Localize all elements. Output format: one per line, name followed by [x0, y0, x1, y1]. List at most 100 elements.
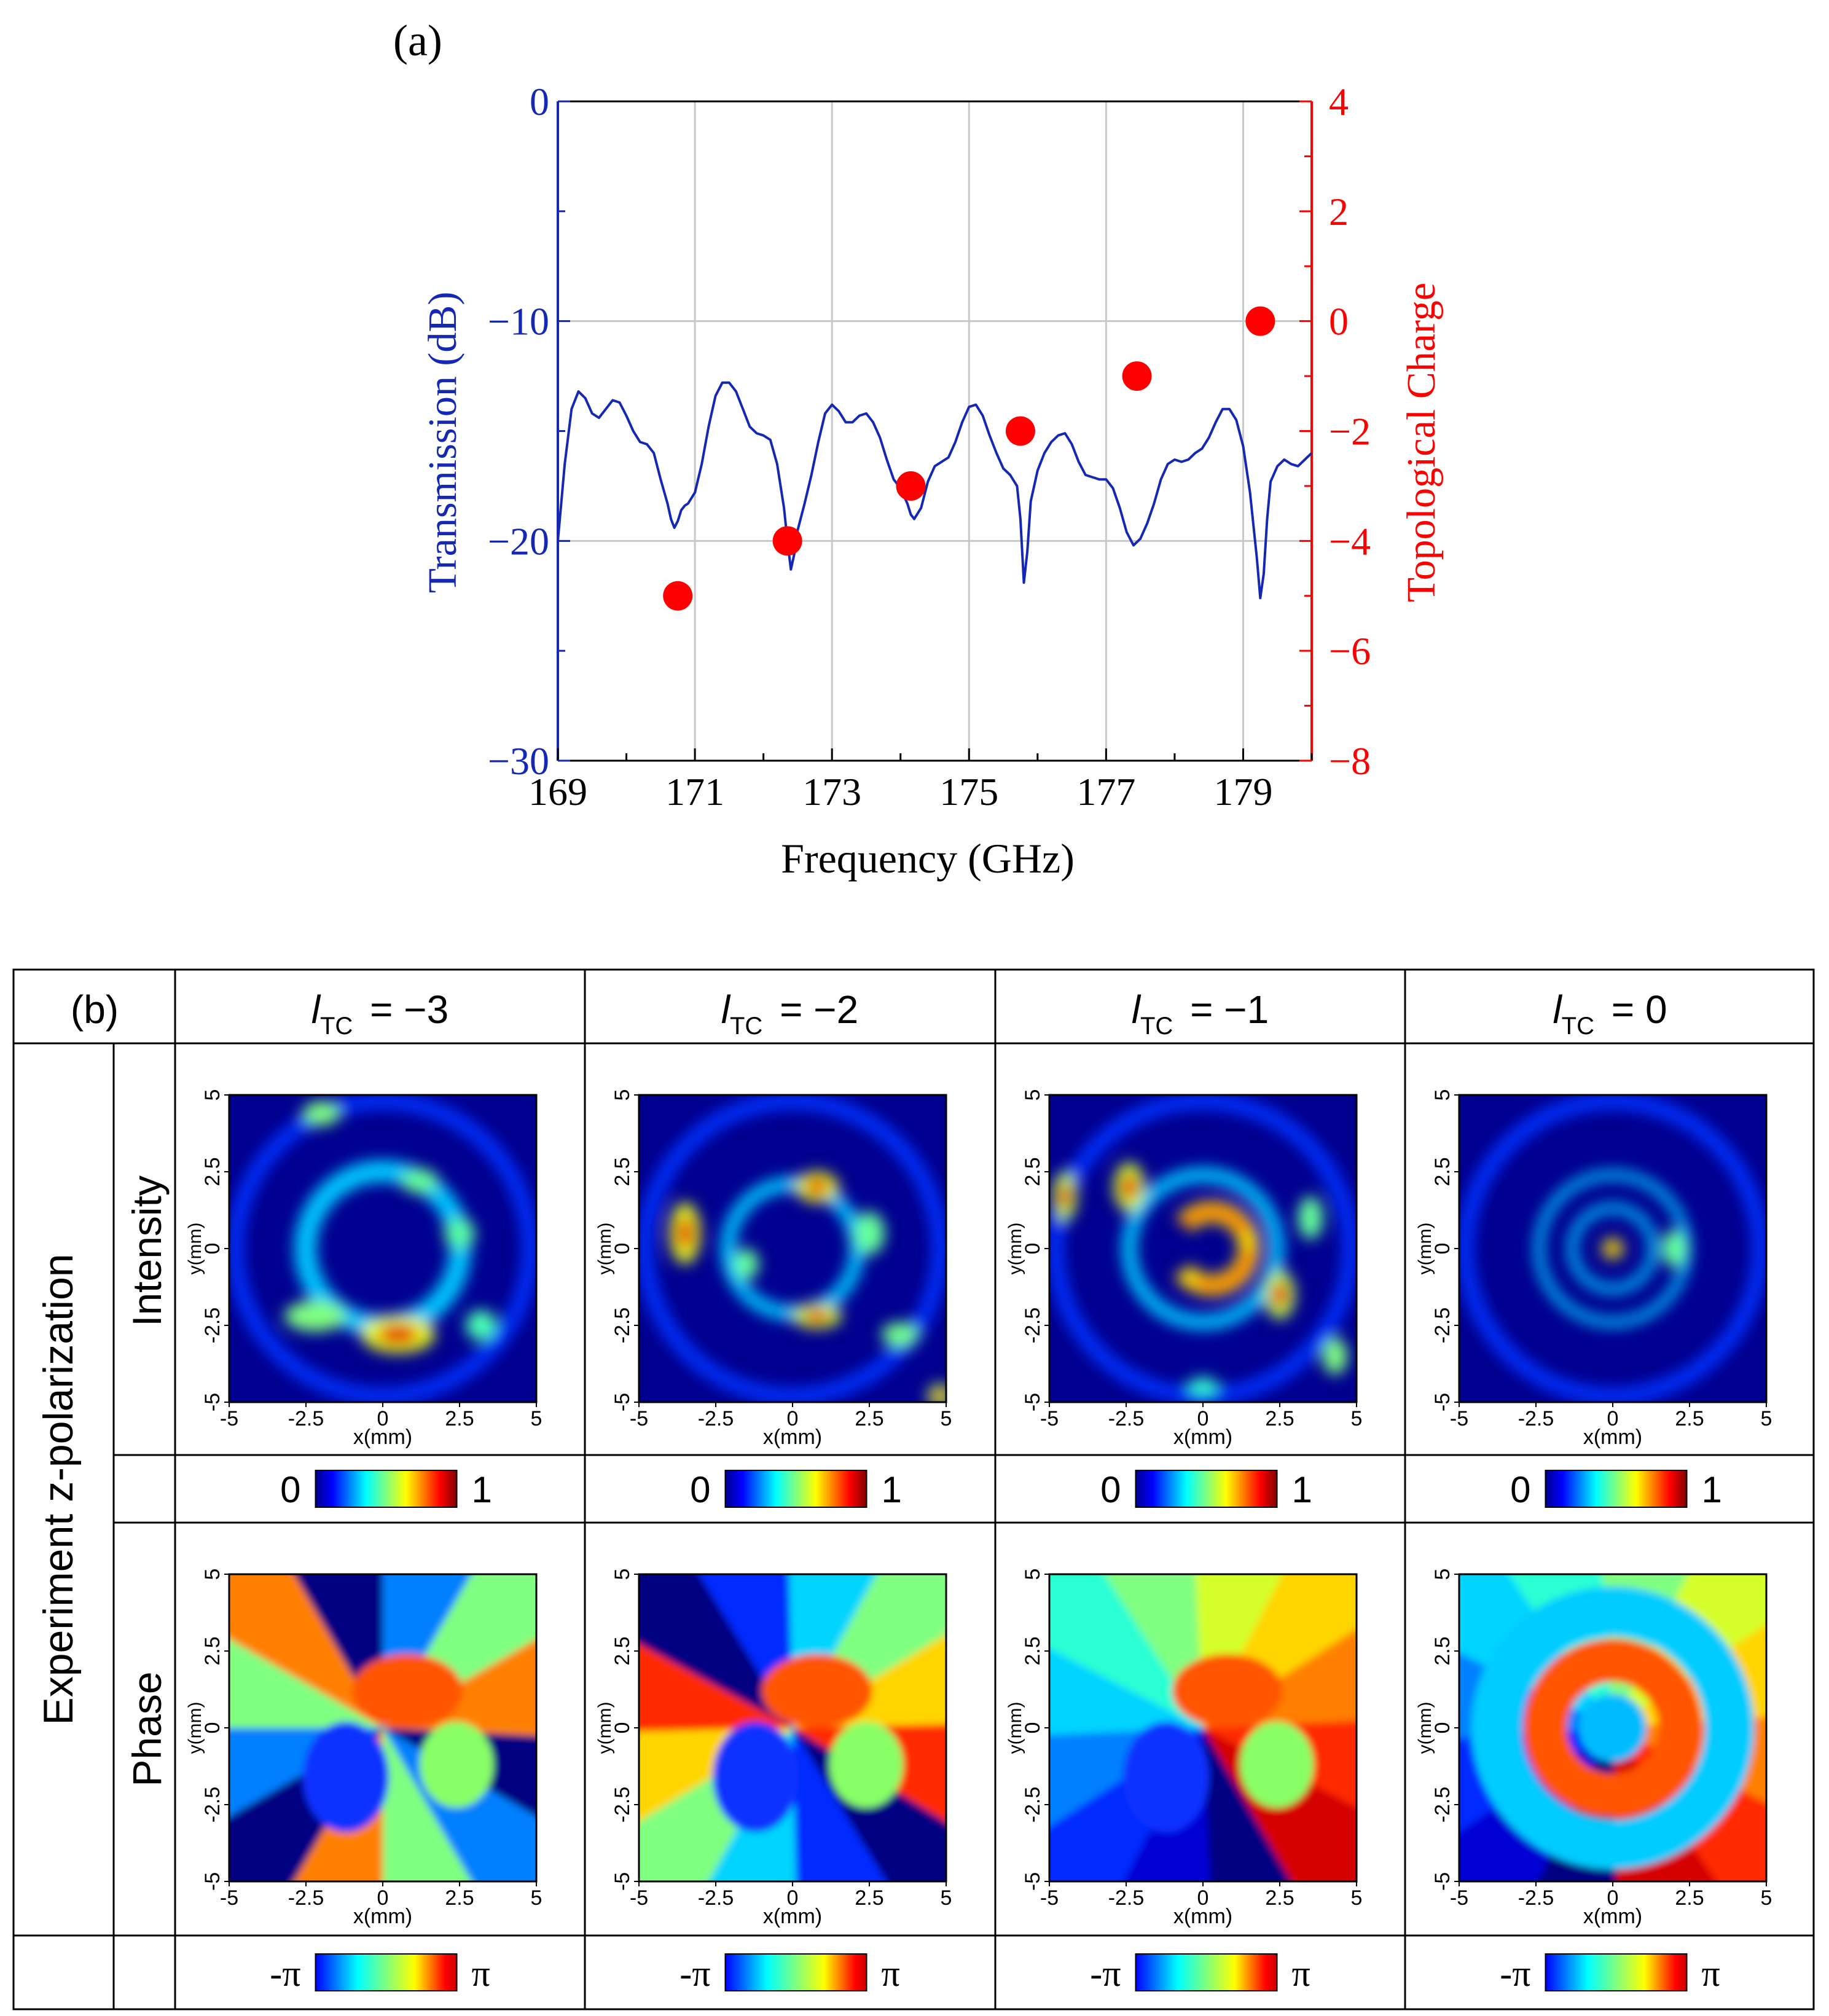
map-x-tick-label: -5 — [1040, 1407, 1059, 1430]
phase-sector — [1049, 1574, 1203, 1728]
colorbar-min-label: -π — [270, 1953, 300, 1994]
map-ylabel: y(mm) — [1005, 1702, 1025, 1754]
map-x-tick-label: -2.5 — [1108, 1407, 1145, 1430]
topological-charge-point — [663, 581, 693, 611]
colorbar-gradient — [315, 1953, 458, 1991]
y-right-tick-label: 4 — [1329, 80, 1349, 124]
colorbar-max-label: π — [472, 1953, 490, 1994]
row-label-intensity: Intensity — [124, 1175, 170, 1327]
map-y-tick-label: 5 — [1021, 1089, 1044, 1101]
map-xlabel: x(mm) — [1173, 1426, 1232, 1449]
intensity-lobe — [734, 1249, 759, 1279]
map-x-tick-label: 5 — [941, 1407, 952, 1430]
map-y-tick-label: 5 — [201, 1569, 224, 1580]
map-y-tick-label: 2.5 — [611, 1636, 634, 1665]
colorbar-max-label: π — [1292, 1953, 1310, 1994]
map-y-tick-label: 2.5 — [611, 1157, 634, 1186]
phase-swirls — [1049, 1574, 1357, 1881]
colorbar-gradient — [1545, 1953, 1688, 1991]
y-left-tick-label: 0 — [530, 80, 549, 124]
y-right-tick-label: −8 — [1329, 739, 1371, 783]
colorbar-gradient — [1135, 1470, 1278, 1508]
map-y-tick-label: -5 — [1431, 1393, 1454, 1411]
intensity-ring — [1122, 1167, 1284, 1330]
intensity-ring — [1567, 1203, 1658, 1294]
outer-ring — [229, 1095, 536, 1402]
map-x-tick-label: 5 — [1761, 1407, 1772, 1430]
field-maps: -5 -2.5 0 2.5 5 x(mm) 5 2.5 0 -2.5 -5 y(mm) -5 -2.5 0 2… — [185, 1089, 1772, 1928]
phase-map: -5 -2.5 0 2.5 5 x(mm) 5 2.5 0 -2.5 -5 y(mm) — [595, 1569, 952, 1928]
y-right-tick-label: −2 — [1329, 410, 1371, 453]
phase-sector — [788, 1728, 887, 1881]
map-y-tick-label: -2.5 — [1021, 1787, 1044, 1823]
colorbar-max-label: 1 — [1702, 1469, 1722, 1510]
map-xlabel: x(mm) — [763, 1426, 822, 1449]
colorbar-max-label: π — [1702, 1953, 1720, 1994]
map-x-tick-label: 0 — [1197, 1886, 1209, 1910]
map-y-tick-label: -2.5 — [1431, 1787, 1454, 1823]
intensity-field — [229, 1095, 536, 1402]
group-label: Experiment z-polarization — [35, 1253, 82, 1725]
map-y-tick-label: -5 — [201, 1872, 224, 1891]
map-x-tick-label: 2.5 — [445, 1886, 474, 1910]
map-x-tick-label: 2.5 — [1675, 1407, 1704, 1430]
x-tick-label: 177 — [1076, 770, 1135, 814]
map-x-tick-label: 5 — [531, 1886, 542, 1910]
map-x-tick-label: 5 — [1351, 1886, 1363, 1910]
y-right-tick-label: −4 — [1329, 519, 1371, 563]
intensity-lobe — [444, 1218, 475, 1249]
phase-sector — [375, 1728, 472, 1881]
intensity-field — [1049, 1095, 1357, 1402]
map-x-tick-label: 2.5 — [445, 1407, 474, 1430]
map-x-tick-label: 5 — [941, 1886, 952, 1910]
colorbar-min-label: 0 — [1510, 1469, 1530, 1510]
map-xlabel: x(mm) — [1583, 1905, 1642, 1928]
map-y-tick-label: -5 — [1021, 1872, 1044, 1891]
map-y-tick-label: 5 — [201, 1089, 224, 1101]
colorbar-min-label: -π — [1500, 1953, 1530, 1994]
panel-b-label: (b) — [71, 987, 119, 1032]
map-x-tick-label: 2.5 — [855, 1886, 883, 1910]
y-right-tick-label: 0 — [1329, 300, 1349, 343]
x-tick-label: 173 — [802, 770, 861, 814]
map-y-tick-label: -2.5 — [201, 1308, 224, 1344]
phase-colorbar: -π π — [680, 1953, 900, 1994]
map-x-tick-label: 0 — [377, 1886, 389, 1910]
map-y-tick-label: 2.5 — [201, 1157, 224, 1186]
phase-lobe — [352, 1654, 463, 1728]
map-x-tick-label: -2.5 — [288, 1407, 324, 1430]
map-x-tick-label: 0 — [787, 1407, 799, 1430]
intensity-field — [639, 1095, 946, 1402]
phase-lobe — [303, 1722, 389, 1832]
colorbar-max-label: 1 — [1292, 1469, 1312, 1510]
map-y-tick-label: -2.5 — [1431, 1308, 1454, 1344]
phase-map: -5 -2.5 0 2.5 5 x(mm) 5 2.5 0 -2.5 -5 y(mm) — [1005, 1569, 1363, 1928]
map-x-tick-label: -5 — [1040, 1886, 1059, 1910]
colorbar-max-label: 1 — [472, 1469, 492, 1510]
phase-outer-ring — [1471, 1587, 1754, 1869]
header-symbol: l — [1553, 987, 1562, 1032]
header-value: = −3 — [359, 987, 448, 1032]
intensity-lobe — [284, 1301, 346, 1332]
intensity-peak — [933, 1389, 946, 1402]
intensity-lobe — [1662, 1230, 1686, 1267]
map-y-tick-label: -2.5 — [1021, 1308, 1044, 1344]
map-x-tick-label: -5 — [630, 1886, 648, 1910]
map-x-tick-label: -2.5 — [1518, 1407, 1554, 1430]
map-y-tick-label: 2.5 — [1431, 1157, 1454, 1186]
map-xlabel: x(mm) — [353, 1905, 412, 1928]
phase-core — [1579, 1694, 1647, 1762]
map-y-tick-label: 2.5 — [1021, 1157, 1044, 1186]
map-x-tick-label: 2.5 — [855, 1407, 883, 1430]
panel-b-table-grid — [12, 968, 1815, 2010]
phase-lobe — [1172, 1654, 1283, 1728]
x-tick-label: 171 — [665, 770, 724, 814]
map-y-tick-label: 0 — [201, 1243, 224, 1255]
colorbar-gradient — [315, 1470, 458, 1508]
map-x-tick-label: 2.5 — [1675, 1886, 1704, 1910]
x-tick-label: 175 — [939, 770, 998, 814]
intensity-lobe — [466, 1310, 496, 1341]
map-y-tick-label: 0 — [1021, 1722, 1044, 1734]
